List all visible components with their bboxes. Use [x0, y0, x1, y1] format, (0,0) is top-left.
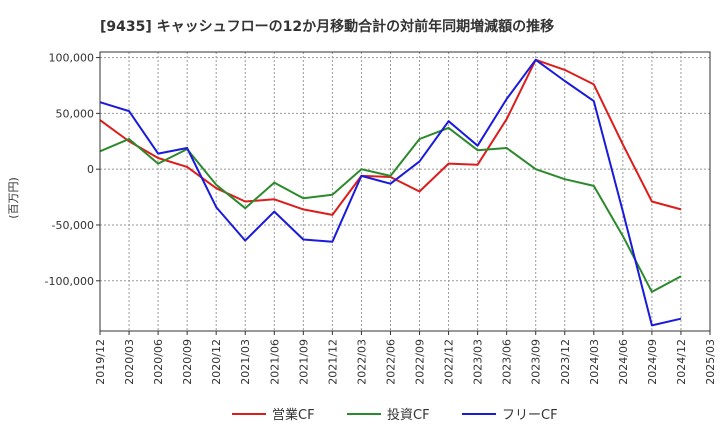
x-tick-label: 2025/03: [704, 339, 717, 385]
x-tick-label: 2020/12: [210, 339, 223, 385]
legend-label: 営業CF: [272, 407, 315, 423]
x-tick-label: 2019/12: [94, 339, 107, 385]
x-tick-label: 2021/06: [268, 339, 281, 385]
y-tick-label: 50,000: [56, 107, 95, 120]
legend-label: フリーCF: [502, 408, 558, 423]
x-tick-label: 2020/03: [123, 339, 136, 385]
legend-item: 投資CF: [347, 407, 430, 423]
x-tick-label: 2023/12: [559, 339, 572, 385]
x-tick-label: 2021/12: [326, 339, 339, 385]
y-tick-label: 0: [87, 163, 94, 176]
y-tick-label: -50,000: [52, 219, 94, 232]
y-axis-label: (百万円): [7, 177, 20, 219]
x-tick-label: 2023/09: [530, 339, 543, 385]
legend-item: フリーCF: [462, 408, 558, 423]
x-tick-label: 2024/09: [646, 339, 659, 385]
x-tick-label: 2023/03: [472, 339, 485, 385]
x-tick-label: 2024/12: [675, 339, 688, 385]
x-tick-label: 2024/06: [617, 339, 630, 385]
series-lines: [99, 58, 682, 327]
x-tick-label: 2021/09: [297, 339, 310, 385]
x-tick-label: 2020/06: [152, 339, 165, 385]
chart-title: [9435] キャッシュフローの12か月移動合計の対前年同期増減額の推移: [100, 18, 554, 35]
x-tick-label: 2022/06: [384, 339, 397, 385]
grid-lines: [100, 52, 710, 331]
y-tick-labels: 100,000 50,000 0 -50,000 -100,000: [45, 52, 100, 288]
x-tick-label: 2022/12: [443, 339, 456, 385]
legend-label: 投資CF: [387, 407, 430, 423]
series-line: [99, 126, 682, 293]
series-line: [99, 58, 682, 216]
plot-area-frame: [99, 51, 711, 332]
x-tick-label: 2023/06: [501, 339, 514, 385]
x-tick-label: 2022/03: [355, 339, 368, 385]
x-tick-label: 2024/03: [588, 339, 601, 385]
x-tick-label: 2020/09: [181, 339, 194, 385]
legend-item: 営業CF: [232, 407, 315, 423]
x-tick-label: 2021/03: [239, 339, 252, 385]
x-tick-label: 2022/09: [414, 339, 427, 385]
y-tick-label: -100,000: [45, 275, 94, 288]
legend: 営業CF 投資CF フリーCF: [232, 407, 558, 423]
series-line: [99, 58, 682, 327]
y-tick-label: 100,000: [49, 52, 95, 65]
x-tick-labels: 2019/12 2020/03 2020/06 2020/09 2020/12 2021/…: [94, 331, 717, 385]
